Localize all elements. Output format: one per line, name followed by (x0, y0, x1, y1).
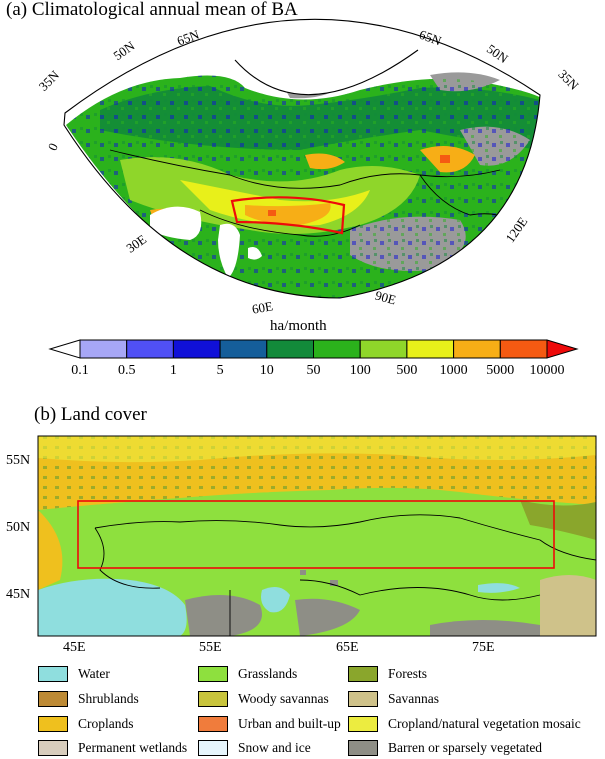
legend-item-woody-savannas: Woody savannas (198, 690, 329, 708)
colorbar-box (126, 339, 174, 359)
colorbar-tick-label: 100 (349, 363, 371, 378)
legend-swatch (198, 666, 228, 682)
legend-label: Cropland/natural vegetation mosaic (388, 716, 581, 731)
colorbar-tick-label: 0.1 (71, 363, 89, 378)
legend-swatch (348, 716, 378, 732)
legend-label: Barren or sparsely vegetated (388, 740, 543, 755)
colorbar (48, 339, 579, 359)
colorbar-ticks: 0.1 0.5 1 5 10 50 100 500 1000 5000 10000 (0, 363, 605, 385)
colorbar-tick-label: 10 (259, 363, 274, 378)
lon-label-75e: 75E (472, 640, 495, 655)
colorbar-min-triangle (48, 339, 81, 359)
legend-item-croplands: Croplands (38, 715, 134, 733)
colorbar-tick-label: 500 (396, 363, 418, 378)
legend-item-forests: Forests (348, 665, 427, 683)
colorbar-max-triangle (546, 339, 579, 359)
legend-label: Shrublands (78, 691, 139, 706)
legend-item-cropland-mosaic: Cropland/natural vegetation mosaic (348, 715, 581, 733)
legend-swatch (38, 716, 68, 732)
legend-swatch (38, 740, 68, 756)
lat-label-45n: 45N (6, 587, 31, 602)
study-region-box (77, 500, 555, 569)
legend-label: Forests (388, 666, 428, 681)
colorbar-box (79, 339, 128, 359)
legend-swatch (198, 691, 228, 707)
legend-swatch (348, 666, 378, 682)
colorbar-tick-label: 0.5 (117, 363, 136, 378)
legend-label: Water (78, 666, 110, 681)
colorbar-box (172, 339, 221, 359)
legend-label: Savannas (388, 691, 439, 706)
colorbar-box (359, 339, 408, 359)
legend-item-shrublands: Shrublands (38, 690, 139, 708)
legend-item-snow-ice: Snow and ice (198, 739, 311, 757)
colorbar-tick-label: 5 (216, 363, 224, 378)
study-region-outline (230, 196, 346, 235)
legend-label: Grasslands (238, 666, 298, 681)
legend-label: Urban and built-up (238, 716, 341, 731)
legend-item-water: Water (38, 665, 110, 683)
panel-a-title: (a) Climatological annual mean of BA (6, 0, 298, 20)
legend-item-wetlands: Permanent wetlands (38, 739, 187, 757)
colorbar-tick-label: 10000 (529, 363, 565, 378)
panel-a-map (63, 18, 541, 299)
legend-label: Woody savannas (238, 691, 329, 706)
colorbar-tick-label: 50 (306, 363, 321, 378)
lon-label-65e: 65E (336, 640, 359, 655)
colorbar-box (313, 339, 361, 359)
colorbar-box (266, 339, 314, 359)
colorbar-box (453, 339, 501, 359)
legend-item-barren: Barren or sparsely vegetated (348, 739, 542, 757)
colorbar-unit: ha/month (270, 318, 327, 334)
legend-swatch (348, 740, 378, 756)
legend-swatch (198, 716, 228, 732)
legend-label: Permanent wetlands (78, 740, 188, 755)
lon-label-55e: 55E (199, 640, 222, 655)
colorbar-box (219, 339, 268, 359)
colorbar-tick-label: 1000 (439, 363, 468, 378)
colorbar-box (406, 339, 455, 359)
legend-swatch (198, 740, 228, 756)
legend-label: Croplands (78, 716, 134, 731)
legend-swatch (38, 691, 68, 707)
lat-label-55n: 55N (6, 453, 31, 468)
panel-b-map (37, 435, 597, 637)
colorbar-tick-label: 1 (169, 363, 177, 378)
legend-item-grasslands: Grasslands (198, 665, 297, 683)
lat-label-50n: 50N (6, 520, 31, 535)
lon-label-45e: 45E (63, 640, 86, 655)
colorbar-tick-label: 5000 (486, 363, 515, 378)
legend-swatch (38, 666, 68, 682)
legend-swatch (348, 691, 378, 707)
legend-item-urban: Urban and built-up (198, 715, 341, 733)
colorbar-box (499, 339, 548, 359)
legend-item-savannas: Savannas (348, 690, 439, 708)
panel-b-title: (b) Land cover (34, 404, 147, 425)
legend-label: Snow and ice (238, 740, 311, 755)
